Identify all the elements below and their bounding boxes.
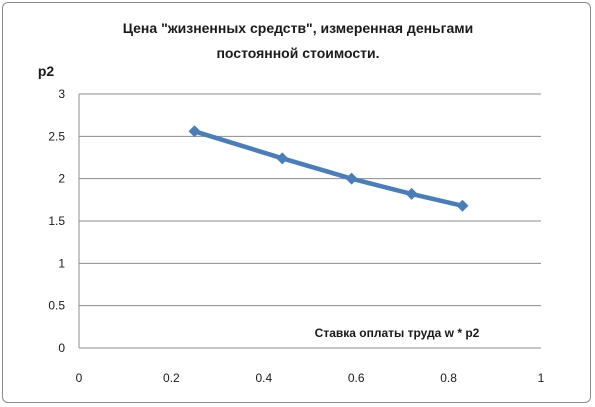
- chart-frame: [2, 2, 591, 403]
- x-tick-label-0: 0: [76, 371, 83, 385]
- x-tick-label-5: 1: [538, 371, 545, 385]
- y-tick-labels: 0 0.5 1 1.5 2 2.5 3: [48, 87, 65, 355]
- data-point-3: [405, 187, 418, 200]
- gridlines: [79, 93, 541, 307]
- y-tick-label-3: 1.5: [48, 214, 65, 228]
- x-tick-label-2: 0.4: [255, 371, 272, 385]
- data-point-1: [276, 152, 289, 165]
- axes: [78, 94, 541, 349]
- y-tick-label-6: 3: [58, 87, 65, 101]
- x-axis-annotation: Ставка оплаты труда w * p2: [315, 326, 480, 340]
- series-group: [188, 125, 469, 212]
- x-tick-labels: 0 0.2 0.4 0.6 0.8 1: [76, 371, 545, 385]
- y-tick-label-2: 1: [58, 256, 65, 270]
- series-line-0: [192, 129, 465, 209]
- chart-title-line-2: постоянной стоимости.: [216, 45, 379, 61]
- data-point-0: [188, 125, 201, 138]
- x-tick-label-3: 0.6: [348, 371, 365, 385]
- x-tick-label-1: 0.2: [163, 371, 180, 385]
- y-axis-label: p2: [38, 63, 55, 79]
- y-tick-label-5: 2.5: [48, 129, 65, 143]
- chart-title-line-1: Цена "жизненных средств", измеренная ден…: [123, 20, 474, 36]
- y-tick-label-1: 0.5: [48, 299, 65, 313]
- x-tick-label-4: 0.8: [440, 371, 457, 385]
- data-point-2: [345, 172, 358, 185]
- data-point-4: [456, 199, 469, 212]
- y-tick-label-4: 2: [58, 172, 65, 186]
- y-tick-label-0: 0: [58, 341, 65, 355]
